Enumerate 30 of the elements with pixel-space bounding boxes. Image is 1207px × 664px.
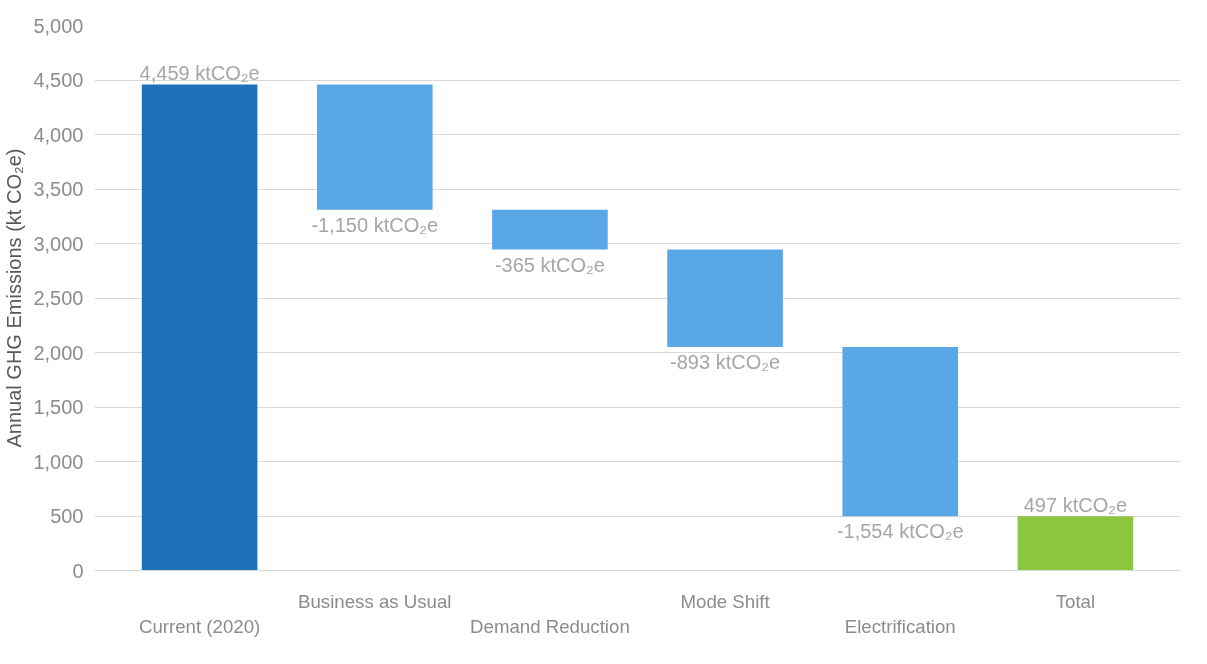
bar xyxy=(492,209,608,250)
y-tick-label: 3,500 xyxy=(33,178,84,200)
x-tick-label: Electrification xyxy=(844,615,956,637)
y-tick-label: 4,000 xyxy=(33,123,84,146)
data-label: -1,554 ktCO₂e xyxy=(836,520,964,543)
x-tick-label: Mode Shift xyxy=(680,590,771,612)
data-label: 497 ktCO₂e xyxy=(1023,494,1128,517)
y-tick-label: 3,000 xyxy=(33,232,84,255)
bar xyxy=(842,346,959,517)
x-tick-label: Business as Usual xyxy=(298,590,452,612)
y-tick-label: 500 xyxy=(50,505,84,527)
bar xyxy=(667,249,783,347)
x-tick-label: Total xyxy=(1055,590,1096,612)
y-tick-label: 1,500 xyxy=(33,396,84,418)
bar xyxy=(1017,516,1134,571)
data-label: -365 ktCO₂e xyxy=(494,253,605,276)
data-label: -893 ktCO₂e xyxy=(670,350,781,373)
x-tick-label: Current (2020) xyxy=(138,615,261,637)
bar xyxy=(316,84,433,210)
y-tick-label: 5,000 xyxy=(33,14,84,37)
y-tick-label: 2,000 xyxy=(33,341,84,364)
y-axis-title: Annual GHG Emissions (kt CO₂e) xyxy=(3,148,26,448)
y-tick-label: 4,500 xyxy=(33,69,84,91)
x-tick-label: Demand Reduction xyxy=(470,615,630,637)
bar xyxy=(141,84,258,571)
y-tick-label: 1,000 xyxy=(33,450,84,473)
y-tick-label: 0 xyxy=(72,559,84,582)
data-label: -1,150 ktCO₂e xyxy=(311,213,439,236)
y-tick-label: 2,500 xyxy=(33,287,84,309)
data-label: 4,459 ktCO₂e xyxy=(139,62,260,85)
